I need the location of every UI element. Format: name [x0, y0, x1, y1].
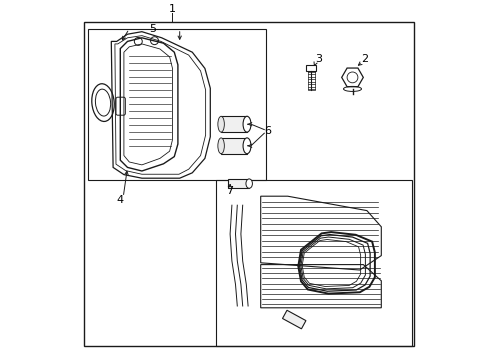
Bar — [307, 71, 314, 90]
Text: 6: 6 — [264, 126, 271, 136]
Bar — [282, 310, 305, 329]
Ellipse shape — [243, 138, 250, 154]
Bar — [221, 138, 246, 154]
Ellipse shape — [243, 116, 250, 132]
Ellipse shape — [245, 179, 252, 188]
Bar — [221, 116, 246, 132]
Ellipse shape — [218, 116, 224, 132]
Ellipse shape — [218, 138, 224, 154]
Text: 2: 2 — [361, 54, 368, 64]
Text: 3: 3 — [314, 54, 321, 64]
Text: 4: 4 — [117, 195, 123, 205]
Text: 1: 1 — [169, 4, 176, 14]
Text: 7: 7 — [226, 186, 233, 196]
Bar — [305, 65, 316, 71]
Bar — [228, 179, 249, 188]
Text: 5: 5 — [149, 24, 156, 34]
